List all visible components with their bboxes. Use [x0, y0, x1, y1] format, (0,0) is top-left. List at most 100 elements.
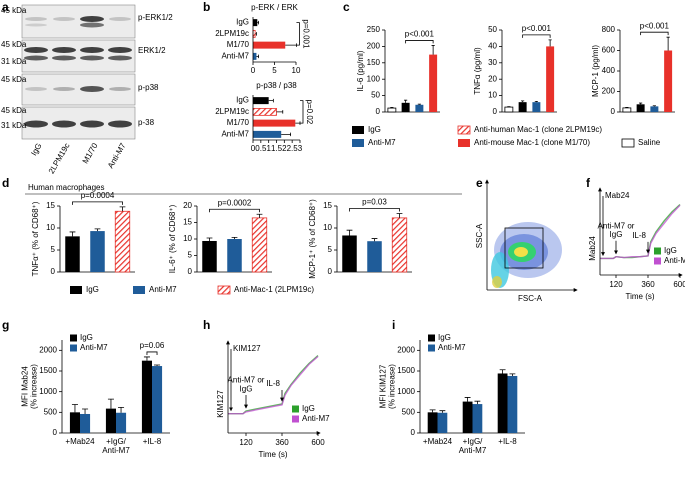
y-tick-label: 10	[183, 234, 192, 243]
legend-swatch	[458, 139, 470, 147]
blot-strip	[21, 73, 136, 106]
y-tick-label: 10	[488, 91, 497, 100]
y-tick-label: M1/70	[227, 40, 250, 49]
blot-strip	[21, 4, 136, 39]
error-bar	[119, 206, 126, 212]
bar	[472, 404, 483, 433]
bracket	[405, 40, 434, 44]
trace	[228, 355, 319, 415]
bar	[253, 19, 258, 27]
legend-label: Anti-M7	[149, 285, 177, 294]
panel-letter: f	[586, 176, 591, 190]
bar	[391, 217, 408, 273]
annotation: p<0.001	[405, 30, 435, 39]
panel-letter: a	[2, 0, 9, 14]
y-tick-label: 600	[602, 46, 616, 55]
annotation: IL-8	[632, 231, 646, 240]
x-tick-label: 0.5	[255, 144, 267, 153]
y-tick-label: 10	[323, 223, 332, 232]
error-bar	[534, 100, 538, 103]
error-bar	[509, 373, 516, 376]
lane-label: IgG	[29, 142, 43, 158]
bar	[429, 54, 438, 112]
bracket	[72, 201, 123, 205]
y-axis-label: MFI KIM127(% increase)	[379, 364, 397, 409]
bar	[367, 241, 382, 272]
x-tick-label: 3	[298, 144, 303, 153]
y-tick-label: 2LPM19c	[215, 29, 249, 38]
annotation: p=0.001	[301, 19, 310, 49]
x-tick-label: 1	[266, 144, 271, 153]
legend-label: Anti-M7	[80, 343, 108, 352]
legend-swatch	[352, 126, 364, 134]
legend-label: Anti-M7	[302, 414, 330, 423]
y-tick-label: 0	[493, 107, 498, 116]
band-label: p-ERK1/2	[138, 13, 173, 22]
annotation: IL-8	[266, 379, 280, 388]
bar	[636, 104, 645, 112]
x-tick-label: 0	[251, 144, 256, 153]
x-tick-label: 120	[609, 280, 623, 289]
y-axis-label: MFI Mab24(% increase)	[21, 364, 39, 409]
bar	[507, 375, 518, 433]
band-label: p-p38	[138, 83, 159, 92]
bar	[202, 240, 217, 272]
bar	[80, 413, 91, 433]
y-axis-label: TNFα (pg/ml)	[473, 47, 482, 95]
x-tick-label: +IgG/Anti-M7	[102, 437, 130, 455]
annotation: Anti-M7 or IgG	[228, 376, 265, 394]
x-tick-label: 120	[239, 438, 253, 447]
legend-swatch	[428, 334, 435, 342]
bar	[253, 52, 257, 60]
y-tick-label: 15	[323, 201, 332, 210]
legend-label: Anti-M7	[438, 343, 466, 352]
bar	[253, 97, 269, 105]
y-tick-label: 20	[488, 74, 497, 83]
y-tick-label: 5	[188, 251, 193, 260]
y-tick-label: 0	[328, 267, 333, 276]
size-marker: 45 kDa	[1, 40, 27, 49]
error-bar	[276, 110, 284, 114]
annotation: p<0.001	[640, 21, 670, 30]
legend-swatch	[654, 257, 661, 265]
chart-title: p-ERK / ERK	[251, 3, 298, 12]
y-tick-label: 500	[44, 407, 58, 416]
bar	[141, 360, 152, 433]
y-axis-label: IL-6⁺ (% of CD68⁺)	[168, 204, 177, 273]
error-bar	[521, 100, 525, 103]
error-bar	[431, 45, 435, 55]
y-tick-label: 2LPM19c	[215, 107, 249, 116]
bar	[152, 366, 163, 433]
bar	[116, 412, 127, 433]
bar	[253, 119, 296, 127]
legend-swatch	[292, 415, 299, 423]
y-tick-label: 10	[46, 223, 55, 232]
bar	[69, 412, 80, 433]
error-bar	[71, 404, 78, 413]
x-tick-label: +Mab24	[423, 437, 453, 446]
legend-swatch	[133, 286, 145, 294]
bar	[427, 412, 438, 433]
x-tick-label: 2	[282, 144, 287, 153]
x-tick-label: 10	[292, 66, 301, 75]
y-tick-label: 200	[602, 87, 616, 96]
y-tick-label: 2000	[397, 345, 415, 354]
y-tick-label: 30	[488, 58, 497, 67]
error-bar	[396, 213, 403, 218]
legend-swatch	[621, 138, 635, 148]
y-tick-label: 50	[371, 91, 380, 100]
annotation: p=0.02	[305, 100, 314, 125]
y-axis-label: TNFα⁺ (% of CD68⁺)	[31, 201, 40, 276]
legend-label: IgG	[438, 333, 451, 342]
bar	[65, 236, 80, 272]
error-bar	[285, 43, 297, 47]
y-tick-label: 150	[367, 58, 381, 67]
legend-label: IgG	[86, 285, 99, 294]
y-tick-label: 1500	[397, 366, 415, 375]
bracket	[296, 22, 300, 46]
error-bar	[404, 99, 408, 103]
error-bar	[464, 397, 471, 402]
x-tick-label: 600	[311, 438, 325, 447]
bar	[342, 235, 357, 272]
